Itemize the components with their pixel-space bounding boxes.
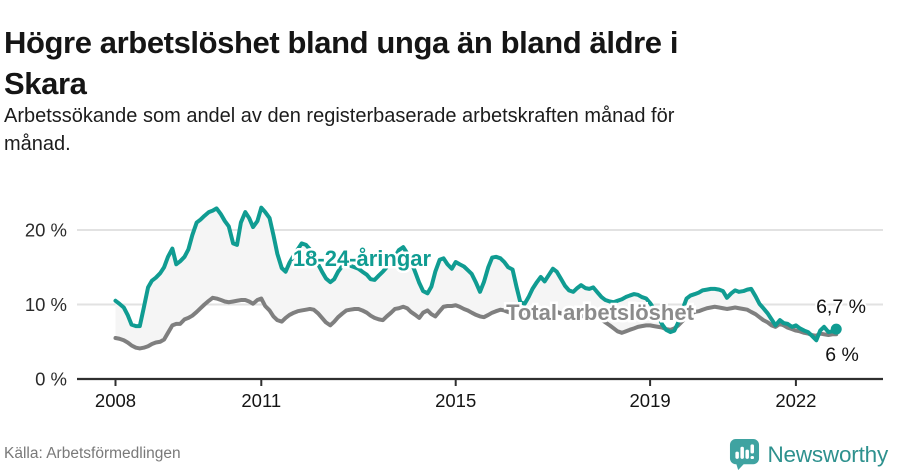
end-value-label-total: 6 % [825,344,859,366]
page-title-line1: Högre arbetslöshet bland unga än bland ä… [4,24,679,60]
series-line-total [113,295,839,351]
x-tick-label: 2022 [775,390,816,411]
series-label-youth: 18-24-åringar [293,246,432,271]
newsworthy-logo-text: Newsworthy [767,441,888,467]
y-tick-label: 0 % [35,369,67,390]
newsworthy-logo: Newsworthy [729,438,888,471]
x-tick-label: 2015 [435,390,476,411]
x-tick-label: 2019 [630,390,671,411]
chart-subtitle-line1: Arbetssökande som andel av den registerb… [4,105,675,127]
y-tick-label: 20 % [25,220,67,241]
chart-subtitle: Arbetssökande som andel av den registerb… [4,102,874,159]
series-line-youth [113,205,839,343]
x-tick-label: 2008 [95,390,136,411]
series-end-dot [830,323,842,335]
end-value-label-youth: 6,7 % [816,296,866,318]
newsworthy-logo-icon [730,439,760,470]
chart-subtitle-line2: månad. [4,133,71,156]
source-note: Källa: Arbetsförmedlingen [4,445,181,462]
page-title: Högre arbetslöshet bland unga än bland ä… [4,23,894,105]
page-title-line2: Skara [4,65,87,101]
x-tick-label: 2011 [241,390,281,411]
chart-svg: 18-24-åringar Total arbetslöshet 6,7 % 6 % 0… [25,205,883,411]
series-label-total: Total arbetslöshet [506,300,695,325]
line-chart: 18-24-åringar Total arbetslöshet 6,7 % 6 % 0… [0,192,900,430]
y-tick-label: 10 % [25,294,67,315]
